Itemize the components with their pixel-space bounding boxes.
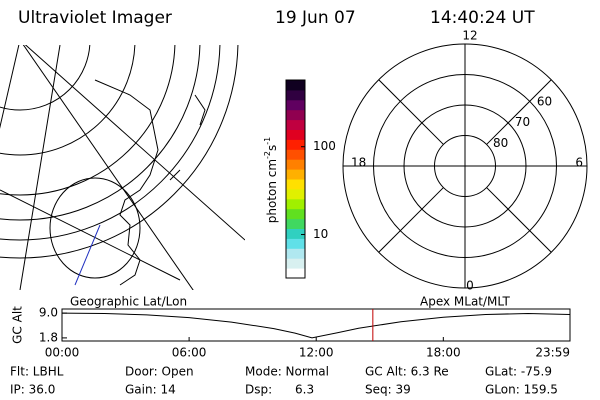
x-tick-label: 00:00 [45,346,80,360]
footer: Flt: LBHL Door: Open Mode: Normal GC Alt: 6… [10,365,558,397]
color-swatch [286,258,305,269]
colorbar-tick-label: 10 [313,227,328,241]
x-tick-label: 12:00 [299,346,334,360]
altitude-chart: GC Alt 9.0 1.8 00:00 06:00 12:00 18:00 23:59 [11,306,571,360]
mlt-label: 12 [462,29,477,43]
status-field: IP: 36.0 [10,383,55,397]
color-swatch [286,188,305,200]
x-tick-label: 06:00 [172,346,207,360]
mlt-diagonal [486,79,552,145]
mlat-ring [373,74,557,258]
color-swatch [286,139,305,150]
x-tick-label: 18:00 [426,346,461,360]
color-swatch [286,99,305,111]
color-swatch [286,218,305,229]
color-swatch [286,129,305,140]
title: Ultraviolet Imager [18,8,172,28]
status-field: GLat: -75.9 [485,365,552,379]
mlt-label: 18 [351,156,366,170]
color-swatch [286,89,305,101]
status-field: Gain: 14 [125,383,176,397]
color-swatch [286,248,305,259]
plot-frame [61,308,571,342]
colorbar-tick-label: 100 [313,139,336,153]
color-swatch [286,268,305,279]
mlt-diagonal [486,187,552,253]
status-field: Mode: Normal [245,365,329,379]
colorbar: 10 100 [285,79,336,279]
x-tick-label: 23:59 [535,346,570,360]
status-field: Flt: LBHL [10,365,64,379]
status-field: GLon: 159.5 [485,383,558,397]
y-axis-label: GC Alt [11,306,25,344]
status-field: Seq: 39 [365,383,411,397]
y-tick-label: 1.8 [39,330,58,344]
color-swatch [286,169,305,180]
color-swatch [286,238,305,249]
colorbar-frame [285,79,306,279]
color-swatch [286,119,305,130]
mlat-label: 80 [493,136,508,150]
mlat-ring [403,104,527,228]
status-field: Door: Open [125,365,194,379]
color-swatch [286,198,305,210]
mlt-diagonal [378,187,444,253]
colorbar-label: photon cm-2s-1 [263,137,279,224]
mlat-ring [434,135,496,197]
color-swatch [286,80,305,91]
mlt-diagonal [378,79,444,145]
color-swatch [286,159,305,170]
color-swatch [286,208,305,220]
mlat-label: 60 [537,94,552,108]
altitude-line [61,312,571,339]
geo-map [0,45,245,290]
color-swatch [286,179,305,190]
mlt-label: 0 [466,279,474,293]
color-swatch [286,149,305,160]
date: 19 Jun 07 [275,8,356,28]
status-field: GC Alt: 6.3 Re [365,365,449,379]
color-swatch [286,109,305,121]
time: 14:40:24 UT [430,8,535,28]
mlat-label: 70 [515,115,530,129]
map-right-label: Apex MLat/MLT [420,295,510,309]
mlt-label: 6 [575,156,583,170]
y-tick-label: 9.0 [39,306,58,320]
color-swatch [286,228,305,239]
map-left-label: Geographic Lat/Lon [70,295,187,309]
status-field: Dsp: 6.3 [245,383,314,397]
